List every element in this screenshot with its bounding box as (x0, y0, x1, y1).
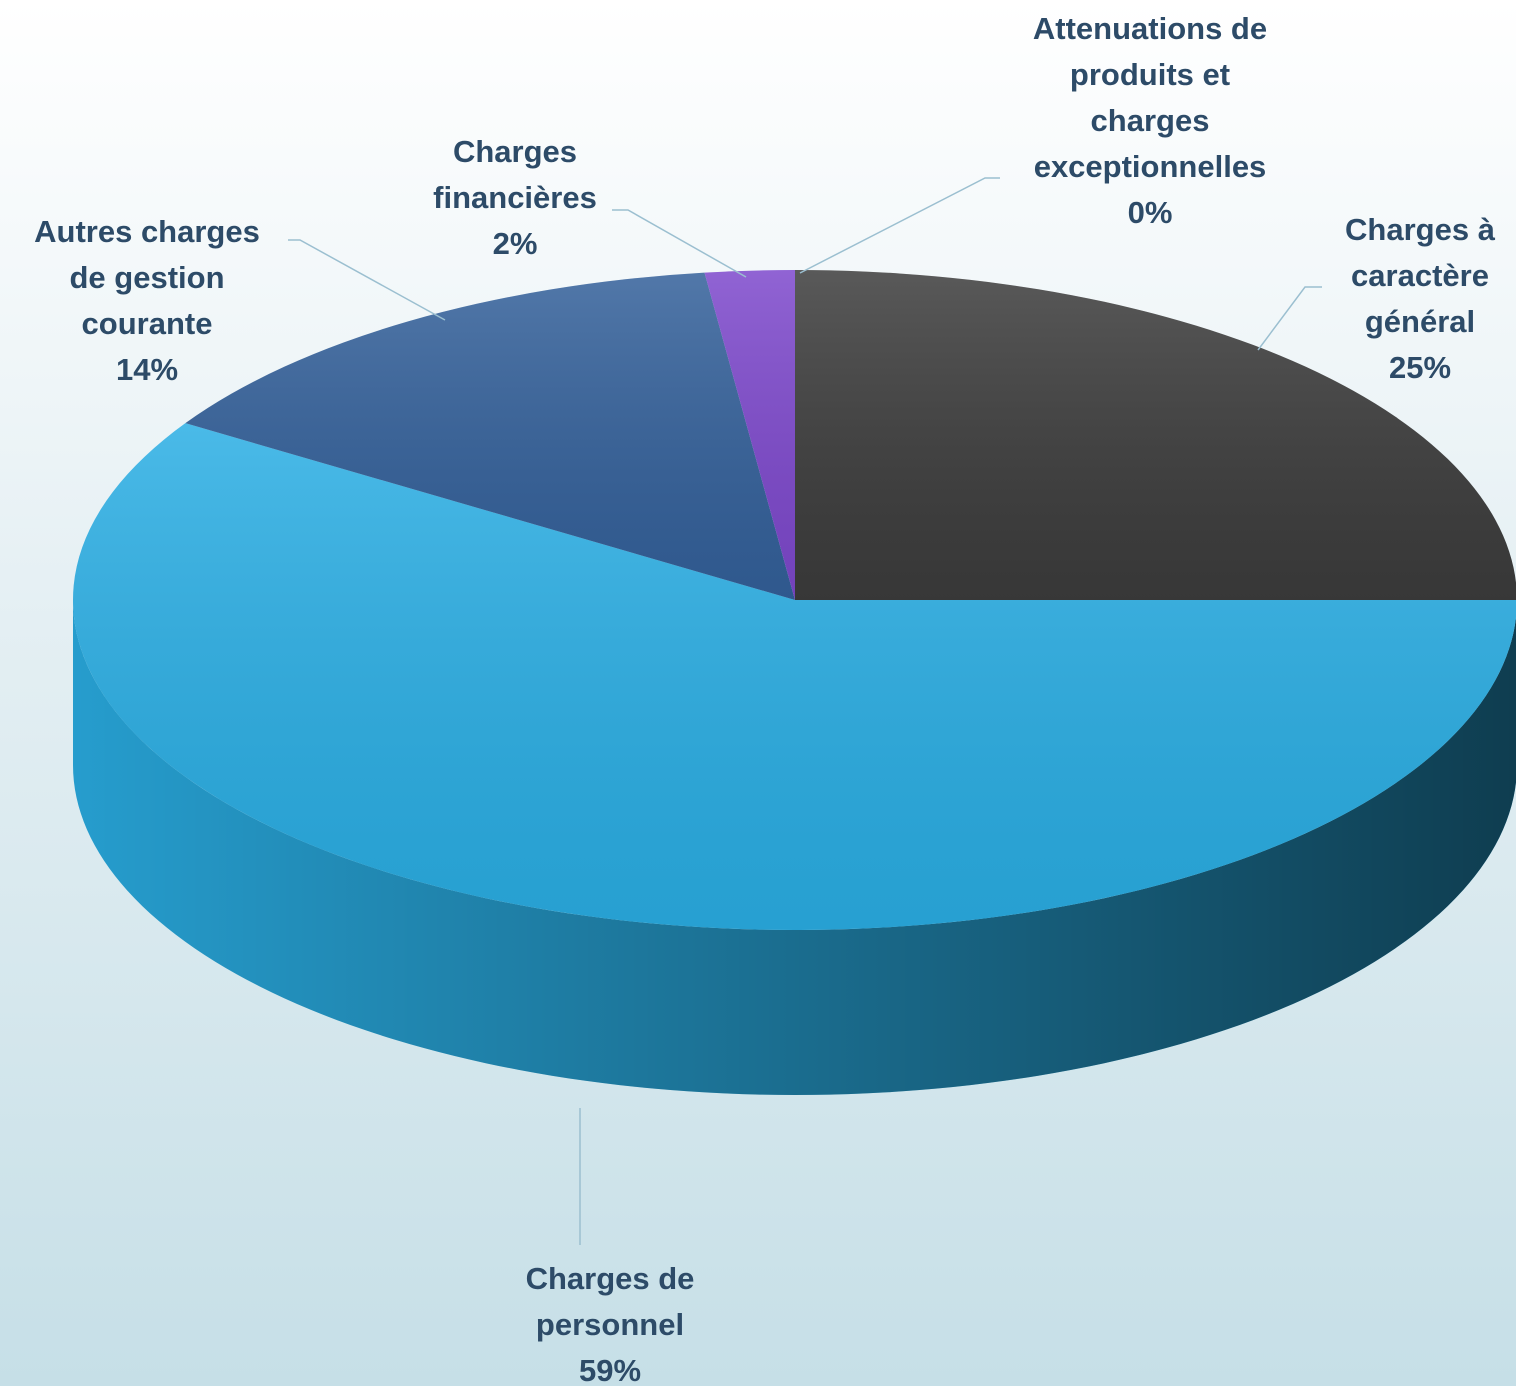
data-label: Charges financières 2% (405, 129, 625, 267)
data-label: Charges de personnel 59% (490, 1256, 730, 1386)
slice-gloss (185, 272, 795, 600)
category-label: Attenuations de produits et charges exce… (1032, 11, 1268, 184)
data-label: Autres charges de gestion courante 14% (22, 209, 272, 393)
data-label: Attenuations de produits et charges exce… (1015, 6, 1285, 236)
value-label: 0% (1127, 195, 1173, 230)
side-shade (73, 600, 1516, 1095)
category-label: Charges financières (433, 134, 597, 215)
slice-gloss (795, 270, 1516, 600)
slice-gloss (704, 270, 795, 600)
value-label: 2% (492, 226, 538, 261)
category-label: Charges de personnel (525, 1261, 695, 1342)
value-label: 14% (115, 352, 179, 387)
value-label: 25% (1388, 350, 1452, 385)
leader-lines (288, 177, 1322, 1245)
data-label: Charges à caractère général 25% (1325, 207, 1515, 391)
slice-gloss (73, 423, 1516, 930)
value-label: 59% (578, 1353, 642, 1386)
category-label: Charges à caractère général (1345, 212, 1495, 339)
category-label: Autres charges de gestion courante (34, 214, 260, 341)
